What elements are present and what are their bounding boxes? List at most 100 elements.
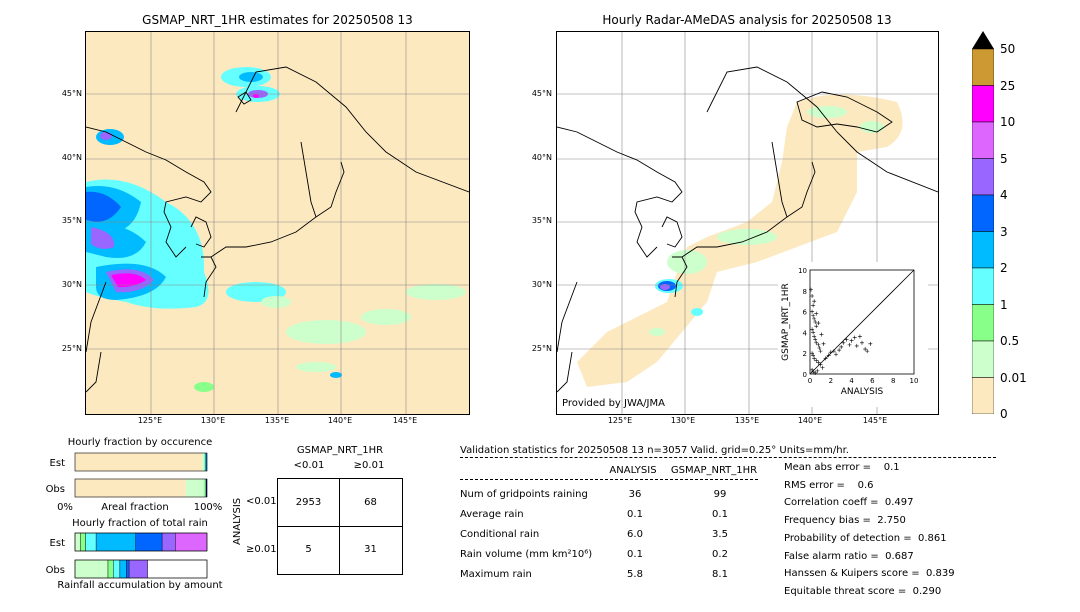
- bar-segment: [175, 532, 208, 552]
- bar-category-label: Obs: [46, 484, 65, 495]
- score-line: Hanssen & Kuipers score = 0.839: [784, 568, 955, 580]
- scatter-point: [816, 321, 821, 326]
- contingency-cell: 31: [364, 544, 377, 555]
- scatter-point: [811, 330, 816, 335]
- bar-segment: [95, 532, 136, 552]
- right-map-canvas: [557, 32, 938, 414]
- left-map-rain: [86, 67, 466, 392]
- scatter-point: [814, 311, 819, 316]
- contingency-title: GSMAP_NRT_1HR: [296, 445, 384, 456]
- right-lon-125: 125°E: [607, 416, 633, 425]
- stats-row-label: Maximum rain: [460, 569, 532, 580]
- left-lon-130: 130°E: [200, 416, 226, 425]
- scatter-xtick: 10: [910, 377, 919, 385]
- scatter-xtick: 4: [849, 377, 854, 385]
- scatter-plot: 0 2 4 6 8 10 0 2 4 6 8 10 ANALYSIS GSMAP_NRT_1HR: [781, 267, 919, 397]
- colorbar-swatch: [971, 85, 995, 123]
- bar-category-label: Est: [50, 538, 66, 549]
- stats-header: Validation statistics for 20250508 13 n=…: [460, 445, 849, 456]
- scatter-point: [811, 313, 816, 318]
- scatter-xtick: 6: [870, 377, 875, 385]
- bar-category-label: Obs: [46, 565, 65, 576]
- scatter-point: [860, 340, 864, 345]
- stats-row-gsmap: 99: [713, 489, 727, 500]
- bar-segment: [113, 559, 121, 579]
- score-line: Frequency bias = 2.750: [784, 515, 906, 527]
- scatter-point: [828, 350, 833, 355]
- bar-segment: [74, 559, 109, 579]
- scatter-point: [811, 303, 816, 308]
- score-line: Equitable threat score = 0.290: [784, 585, 942, 597]
- scatter-point: [819, 332, 824, 337]
- bar-category-label: Est: [50, 458, 66, 469]
- left-lat-25: 25°N: [61, 344, 82, 353]
- scatter-point: [831, 349, 836, 354]
- scatter-point: [816, 360, 821, 365]
- scatter-point: [839, 344, 844, 349]
- scatter-point: [826, 353, 831, 358]
- colorbar-label: 0.01: [1000, 370, 1027, 385]
- contingency-cell: 2953: [295, 497, 322, 508]
- bar-segment: [128, 559, 148, 579]
- bar-segment: [126, 559, 130, 579]
- bar-outline: [74, 478, 208, 498]
- colorbar-label: 5: [1000, 151, 1008, 166]
- left-lon-140: 140°E: [327, 416, 353, 425]
- stats-row-analysis: 0.1: [627, 549, 643, 560]
- colorbar-label: 25: [1000, 78, 1016, 93]
- scatter-point: [815, 368, 820, 373]
- scatter-diagonal: [809, 269, 915, 375]
- colorbar-swatch: [971, 194, 995, 232]
- stats-row-label: Conditional rain: [460, 529, 540, 540]
- colorbar-swatch: [971, 340, 995, 378]
- scatter-point: [810, 367, 815, 372]
- scatter-point: [810, 294, 815, 298]
- contingency-row-axis: ANALYSIS: [232, 497, 243, 545]
- scatter-point: [857, 334, 862, 339]
- occurence-xlabel: Areal fraction: [101, 502, 168, 513]
- contingency-col-lt: <0.01: [293, 460, 325, 471]
- bar-segment: [80, 532, 86, 552]
- scatter-ytick: 6: [803, 309, 808, 317]
- bar-segment: [205, 479, 207, 497]
- bar-segment: [75, 453, 202, 471]
- scatter-point: [810, 309, 815, 314]
- scatter-point: [813, 337, 818, 342]
- colorbar-swatch: [971, 377, 995, 415]
- bar-outline: [74, 452, 208, 472]
- colorbar-label: 2: [1000, 261, 1008, 275]
- colorbar-swatches: [971, 31, 995, 415]
- bar-segment: [201, 453, 204, 471]
- score-line: Mean abs error = 0.1: [784, 462, 900, 473]
- contingency-cell: 68: [364, 497, 377, 508]
- scatter-point: [834, 352, 838, 357]
- right-map-title: Hourly Radar-AMeDAS analysis for 2025050…: [602, 13, 892, 27]
- scatter-point: [810, 351, 815, 356]
- stats-row-label: Num of gridpoints raining: [460, 489, 588, 500]
- scatter-point: [837, 348, 842, 353]
- left-lat-45: 45°N: [61, 89, 82, 98]
- scatter-point: [811, 369, 816, 374]
- bar-segment: [161, 532, 176, 552]
- contingency-cell: 5: [305, 544, 312, 555]
- stats-col-gsmap: GSMAP_NRT_1HR: [670, 465, 758, 476]
- scatter-point: [809, 287, 814, 292]
- colorbar-swatch: [971, 267, 995, 305]
- left-map-title: GSMAP_NRT_1HR estimates for 20250508 13: [142, 13, 413, 27]
- total-rain-chart: Est Obs: [46, 532, 208, 579]
- right-lat-25: 25°N: [531, 344, 552, 353]
- colorbar-label: 0.5: [1000, 334, 1020, 348]
- scatter-point: [823, 356, 828, 361]
- scatter-point: [813, 370, 818, 375]
- contingency-row-ge: ≥0.01: [246, 544, 277, 555]
- colorbar-swatch: [971, 121, 995, 159]
- right-lon-140: 140°E: [797, 416, 823, 425]
- contingency-col-ge: ≥0.01: [353, 460, 385, 471]
- scatter-point: [813, 320, 818, 324]
- scatter-point: [852, 335, 857, 340]
- provider-credit: Provided by JWA/JMA: [562, 398, 665, 409]
- bar-segment: [147, 559, 208, 579]
- right-lon-145: 145°E: [862, 416, 888, 425]
- stats-row-label: Rain volume (mm km²10⁶): [460, 549, 593, 560]
- right-map-coastline: [557, 66, 938, 393]
